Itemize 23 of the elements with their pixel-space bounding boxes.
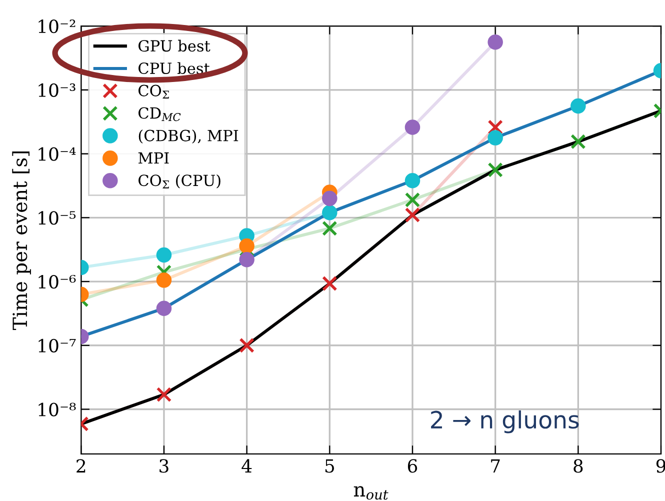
annotation: 2 → n gluons	[431, 410, 579, 434]
x-tick-label: 7	[491, 459, 500, 472]
legend-label: CO$_{Σ}$ (CPU)	[138, 174, 220, 188]
x-tick-label: 2	[76, 459, 86, 472]
y-tick-label: 10⁻⁶	[38, 274, 76, 289]
x-tick-label: 5	[325, 459, 334, 473]
y-axis-title: Time per event [s]	[12, 151, 31, 330]
y-tick-label: 10⁻⁵	[38, 211, 76, 225]
x-tick-label: 3	[160, 459, 168, 473]
y-tick-label: 10⁻²	[38, 20, 76, 34]
y-tick-label: 10⁻⁴	[38, 147, 76, 161]
x-axis-title: n$_{out}$	[354, 486, 388, 500]
legend-label: GPU best	[138, 40, 210, 52]
y-tick-label: 10⁻⁸	[38, 402, 76, 416]
x-tick-label: 4	[242, 459, 252, 472]
x-tick-label: 6	[408, 459, 418, 473]
legend-label: (CDBG), MPI	[138, 130, 238, 144]
legend-label: CO$_{Σ}$	[138, 84, 169, 99]
legend-label: MPI	[138, 152, 169, 164]
y-tick-label: 10⁻³	[38, 83, 76, 98]
y-tick-label: 10⁻⁷	[38, 338, 76, 353]
x-tick-label: 8	[574, 459, 583, 473]
legend-label: CD$_{MC}$	[138, 107, 181, 122]
